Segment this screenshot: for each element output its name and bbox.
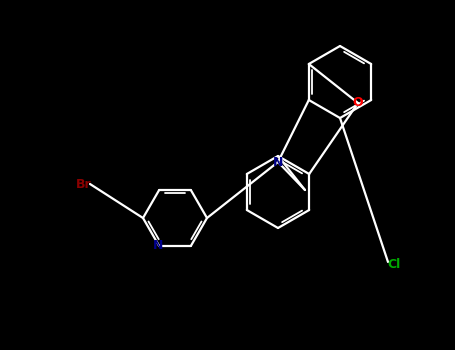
Text: N: N [273, 155, 283, 168]
Text: Cl: Cl [387, 258, 400, 271]
Text: O: O [353, 97, 363, 110]
Text: N: N [153, 239, 163, 252]
Text: Br: Br [76, 177, 92, 190]
